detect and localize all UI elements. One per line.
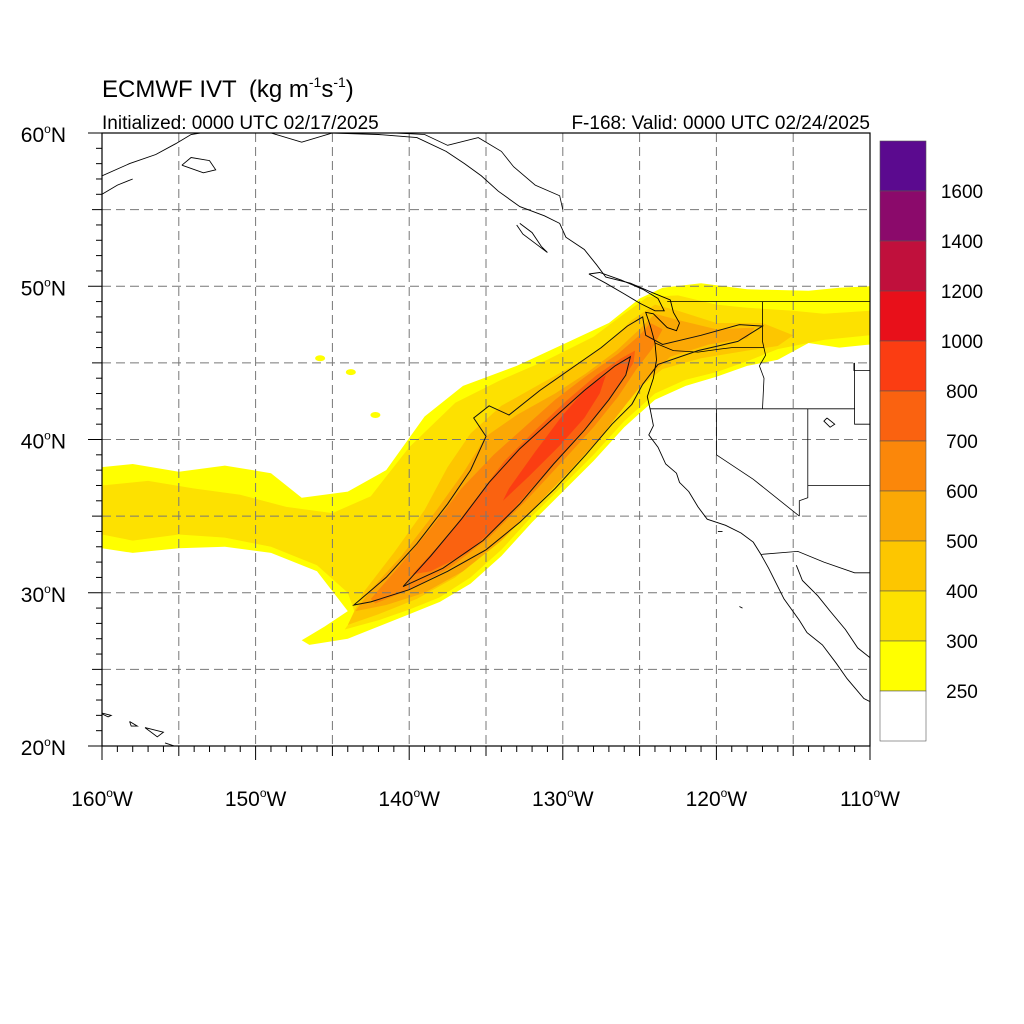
- ivt-speck: [370, 411, 381, 418]
- colorbar-label: 1600: [941, 182, 983, 203]
- border-segment: [716, 408, 800, 517]
- colorbar-label: 1000: [941, 332, 983, 353]
- lat-label: 50oN: [21, 275, 66, 300]
- initialized-label: Initialized: 0000 UTC 02/17/2025: [102, 113, 379, 134]
- colorbar-swatch: [879, 590, 927, 642]
- valid-time-label: F-168: Valid: 0000 UTC 02/24/2025: [571, 113, 870, 134]
- ivt-speck: [345, 369, 356, 376]
- colorbar-swatch: [879, 290, 927, 342]
- latitude-labels: 60oN 50oN 40oN 30oN 20oN: [21, 122, 66, 760]
- colorbar-swatch: [879, 340, 927, 392]
- coastline-segment: [795, 565, 870, 664]
- ivt-contour-inner: [402, 355, 632, 588]
- graticule: [102, 133, 870, 746]
- colorbar-swatch: [879, 190, 927, 242]
- lon-label: 150oW: [225, 786, 287, 811]
- colorbar-swatch: [879, 640, 927, 692]
- border-segment: [758, 301, 767, 409]
- ivt-band-800: [502, 375, 606, 501]
- coastline-segment: [144, 727, 165, 738]
- lat-label: 60oN: [21, 122, 66, 147]
- border-segment: [654, 342, 764, 353]
- ivt-contours: [352, 316, 765, 606]
- lon-label: 160oW: [71, 786, 133, 811]
- coastline-segment: [588, 272, 665, 312]
- colorbar-swatch: [879, 390, 927, 442]
- border-segment: [760, 550, 870, 574]
- colorbar-label: 250: [946, 682, 978, 703]
- colorbar-label: 300: [946, 632, 978, 653]
- colorbar-label: 500: [946, 532, 978, 553]
- coastline-segment: [129, 721, 139, 727]
- colorbar-label: 1400: [941, 232, 983, 253]
- ivt-contour-outer: [352, 316, 765, 606]
- colorbar-swatch: [879, 490, 927, 542]
- colorbar-labels: 1600 1400 1200 1000 800 700 600 500 400 300 250: [941, 182, 983, 703]
- figure-title: ECMWF IVT (kg m-1s-1): [102, 74, 354, 103]
- coastline-segment: [181, 157, 217, 174]
- coastline-segment: [102, 133, 201, 177]
- coastline-segment: [270, 133, 870, 703]
- colorbar-swatch: [879, 440, 927, 492]
- coastline-segment: [823, 417, 836, 428]
- coastline-segment: [739, 606, 743, 609]
- colorbar-swatch: [879, 240, 927, 292]
- colorbar: [879, 140, 927, 742]
- lon-label: 110oW: [840, 786, 900, 811]
- axis-ticks: [88, 132, 871, 760]
- lon-label: 140oW: [378, 786, 440, 811]
- lat-label: 30oN: [21, 582, 66, 607]
- longitude-labels: 160oW 150oW 140oW 130oW 120oW 110oW: [71, 786, 900, 811]
- coastline-segment: [102, 178, 133, 195]
- colorbar-swatch: [879, 690, 927, 742]
- lat-label: 20oN: [21, 735, 66, 760]
- lat-label: 40oN: [21, 429, 66, 454]
- lon-label: 130oW: [532, 786, 594, 811]
- coastline-segment: [102, 712, 113, 718]
- colorbar-swatch: [879, 140, 927, 192]
- colorbar-label: 700: [946, 432, 978, 453]
- border-segment: [854, 362, 870, 425]
- colorbar-label: 400: [946, 582, 978, 603]
- lon-label: 120oW: [686, 786, 748, 811]
- border-segment: [393, 133, 564, 210]
- ivt-speck: [315, 355, 326, 362]
- coastlines: [102, 133, 870, 746]
- political-borders: [393, 133, 870, 574]
- coastline-segment: [516, 223, 548, 253]
- border-segment: [853, 362, 870, 371]
- colorbar-label: 1200: [941, 282, 983, 303]
- coastline-segment: [164, 742, 176, 746]
- colorbar-label: 600: [946, 482, 978, 503]
- colorbar-swatch: [879, 540, 927, 592]
- border-segment: [798, 408, 809, 517]
- map-area: [102, 133, 870, 746]
- colorbar-label: 800: [946, 382, 978, 403]
